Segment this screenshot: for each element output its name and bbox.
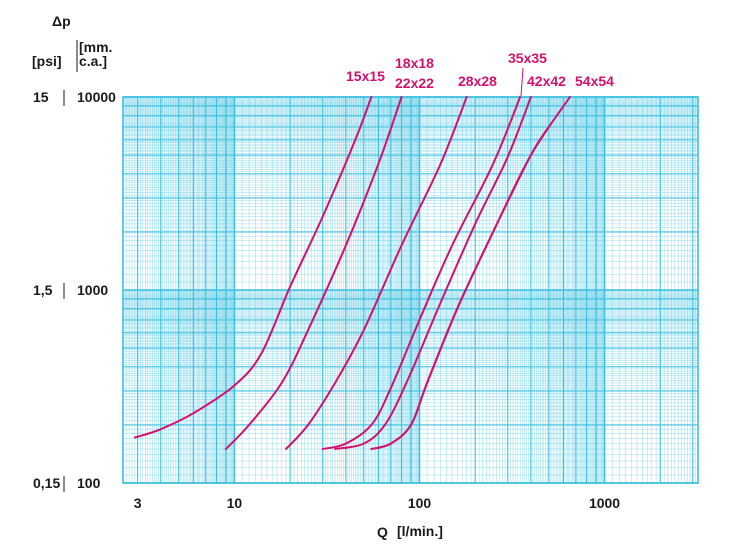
- series-label-28x28: 28x28: [458, 73, 497, 89]
- series-label-15x15: 15x15: [346, 68, 385, 84]
- series-line-28x28: [321, 96, 522, 450]
- series-line-15x15: [133, 96, 373, 439]
- x-tick-label: 10: [227, 495, 243, 511]
- labels-layer: 15x15 18x18 22x22 28x28 35x35 42x42 54x54 3 10 10…: [32, 13, 620, 540]
- y-tick-label-mm: 100: [77, 475, 101, 491]
- series-layer: [133, 96, 571, 450]
- x-axis-title: Q: [377, 524, 388, 540]
- y-unit-mm: [mm.: [79, 39, 112, 55]
- y-unit-ca: c.a.]: [79, 53, 107, 69]
- y-unit-psi: [psi]: [32, 53, 62, 69]
- series-label-42x42: 42x42: [527, 73, 566, 89]
- series-label-35x35: 35x35: [508, 50, 547, 66]
- series-label-18x18: 18x18: [395, 55, 434, 71]
- series-line-22x22: [285, 96, 468, 450]
- y-axis-title: Δp: [52, 13, 71, 29]
- y-tick-label-mm: 1000: [77, 282, 108, 298]
- grid: [122, 96, 699, 484]
- plot-frame: [122, 96, 699, 484]
- x-tick-label: 100: [408, 495, 432, 511]
- x-tick-label: 1000: [589, 495, 620, 511]
- y-tick-label-psi: 15: [33, 89, 49, 105]
- y-tick-label-psi: 0,15: [33, 475, 60, 491]
- x-tick-label: 3: [134, 495, 142, 511]
- series-label-22x22: 22x22: [395, 75, 434, 91]
- y-tick-label-psi: 1,5: [33, 282, 53, 298]
- x-axis-unit: [l/min.]: [397, 523, 443, 539]
- series-line-18x18: [224, 96, 403, 450]
- series-label-54x54: 54x54: [575, 73, 614, 89]
- series-leader-35x35: [520, 67, 524, 97]
- y-tick-label-mm: 10000: [77, 89, 116, 105]
- series-line-35x35: [334, 96, 532, 450]
- series-line-54x54: [370, 96, 571, 450]
